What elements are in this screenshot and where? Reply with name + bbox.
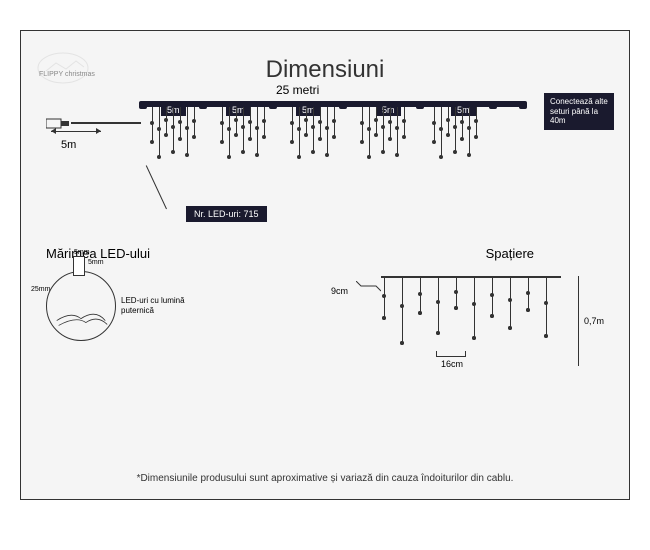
icicle-cluster bbox=[289, 107, 338, 157]
total-length-label: 25 metri bbox=[276, 83, 319, 97]
brand-text: FLIPPY christmas bbox=[39, 71, 95, 78]
connector-dot bbox=[489, 101, 497, 109]
led-bulb-shape bbox=[73, 256, 85, 276]
connector-dot bbox=[269, 101, 277, 109]
led-base-label: 25mm bbox=[31, 286, 50, 293]
container: FLIPPY christmas Dimensiuni 25 metri 5m 5… bbox=[0, 0, 650, 550]
footnote-text: *Dimensiunile produsului sunt aproximati… bbox=[137, 473, 514, 484]
connector-dot bbox=[519, 101, 527, 109]
icicle-cluster bbox=[431, 107, 480, 157]
led-width-label: 5mm bbox=[74, 249, 90, 256]
spacing-bracket bbox=[436, 351, 466, 357]
brand-logo bbox=[36, 51, 91, 86]
diagram-area: FLIPPY christmas Dimensiuni 25 metri 5m 5… bbox=[20, 30, 630, 500]
height-indicator-line bbox=[578, 276, 579, 366]
spacing-height-label: 0,7m bbox=[584, 316, 604, 326]
callout-line bbox=[146, 165, 167, 209]
spacing-title: Spațiere bbox=[486, 246, 534, 261]
led-count-badge: Nr. LED-uri: 715 bbox=[186, 206, 267, 222]
icicle-cluster bbox=[219, 107, 268, 157]
lead-cable bbox=[71, 119, 141, 127]
connector-dot bbox=[199, 101, 207, 109]
spacing-9cm-bracket bbox=[356, 281, 381, 296]
plug-icon bbox=[46, 116, 71, 131]
cable-length-label: 5m bbox=[61, 139, 76, 151]
icicle-cluster bbox=[149, 107, 198, 157]
connector-dot bbox=[416, 101, 424, 109]
connect-info-box: Conectează alte seturi până la 40m bbox=[544, 93, 614, 130]
diagram-title: Dimensiuni bbox=[266, 56, 385, 84]
connector-dot bbox=[339, 101, 347, 109]
spacing-16cm-label: 16cm bbox=[441, 359, 463, 369]
led-height-label: 5mm bbox=[88, 259, 104, 266]
spacing-9cm-label: 9cm bbox=[331, 286, 348, 296]
led-detail-circle bbox=[46, 271, 116, 341]
led-description: LED-uri cu lumină puternică bbox=[121, 296, 201, 315]
connector-dot bbox=[139, 101, 147, 109]
icicle-cluster bbox=[359, 107, 408, 157]
cable-length-arrow bbox=[51, 131, 101, 132]
